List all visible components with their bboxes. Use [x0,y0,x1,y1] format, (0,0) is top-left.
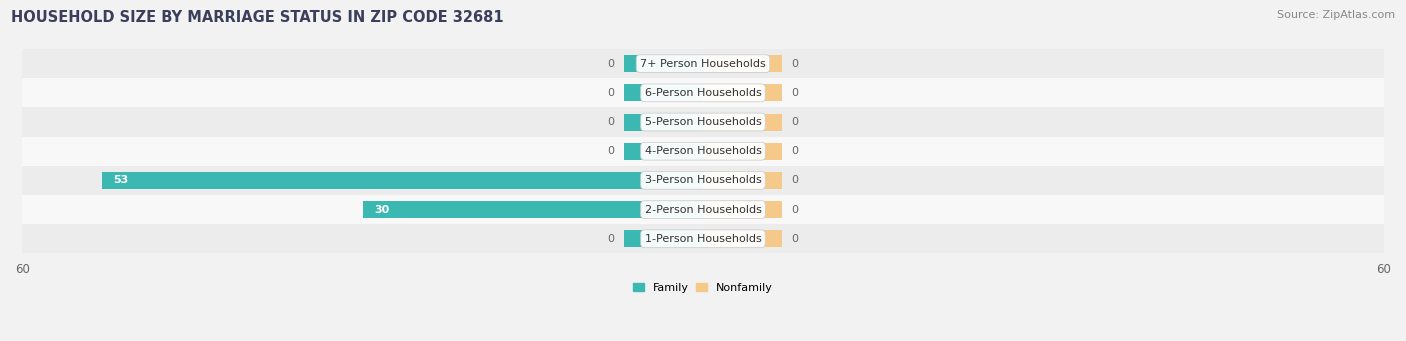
Bar [703,230,782,247]
Bar [22,107,1384,137]
Bar [624,143,703,160]
Bar [22,137,1384,166]
Bar [624,85,703,101]
Text: 0: 0 [792,205,799,214]
Bar [624,230,703,247]
Bar [703,172,782,189]
Text: 0: 0 [792,146,799,156]
Text: 0: 0 [792,59,799,69]
Text: 0: 0 [607,146,614,156]
Text: HOUSEHOLD SIZE BY MARRIAGE STATUS IN ZIP CODE 32681: HOUSEHOLD SIZE BY MARRIAGE STATUS IN ZIP… [11,10,503,25]
Bar [22,49,1384,78]
Bar [22,195,1384,224]
Text: 3-Person Households: 3-Person Households [644,175,762,186]
Bar [363,201,703,218]
Text: 4-Person Households: 4-Person Households [644,146,762,156]
Bar [703,85,782,101]
Bar [703,143,782,160]
Text: 6-Person Households: 6-Person Households [644,88,762,98]
Text: 0: 0 [792,234,799,244]
Bar [22,224,1384,253]
Text: 2-Person Households: 2-Person Households [644,205,762,214]
Text: 0: 0 [607,59,614,69]
Text: 0: 0 [607,88,614,98]
Legend: Family, Nonfamily: Family, Nonfamily [633,283,773,293]
Bar [624,55,703,72]
Text: 5-Person Households: 5-Person Households [644,117,762,127]
Bar [703,55,782,72]
Text: 0: 0 [607,117,614,127]
Text: 7+ Person Households: 7+ Person Households [640,59,766,69]
Bar [624,114,703,131]
Text: 0: 0 [792,117,799,127]
Text: 0: 0 [607,234,614,244]
Text: 0: 0 [792,88,799,98]
Bar [703,201,782,218]
Text: 1-Person Households: 1-Person Households [644,234,762,244]
Text: 0: 0 [792,175,799,186]
Text: Source: ZipAtlas.com: Source: ZipAtlas.com [1277,10,1395,20]
Bar [703,114,782,131]
Text: 53: 53 [112,175,128,186]
Text: 30: 30 [374,205,389,214]
Bar [101,172,703,189]
Bar [22,78,1384,107]
Bar [22,166,1384,195]
